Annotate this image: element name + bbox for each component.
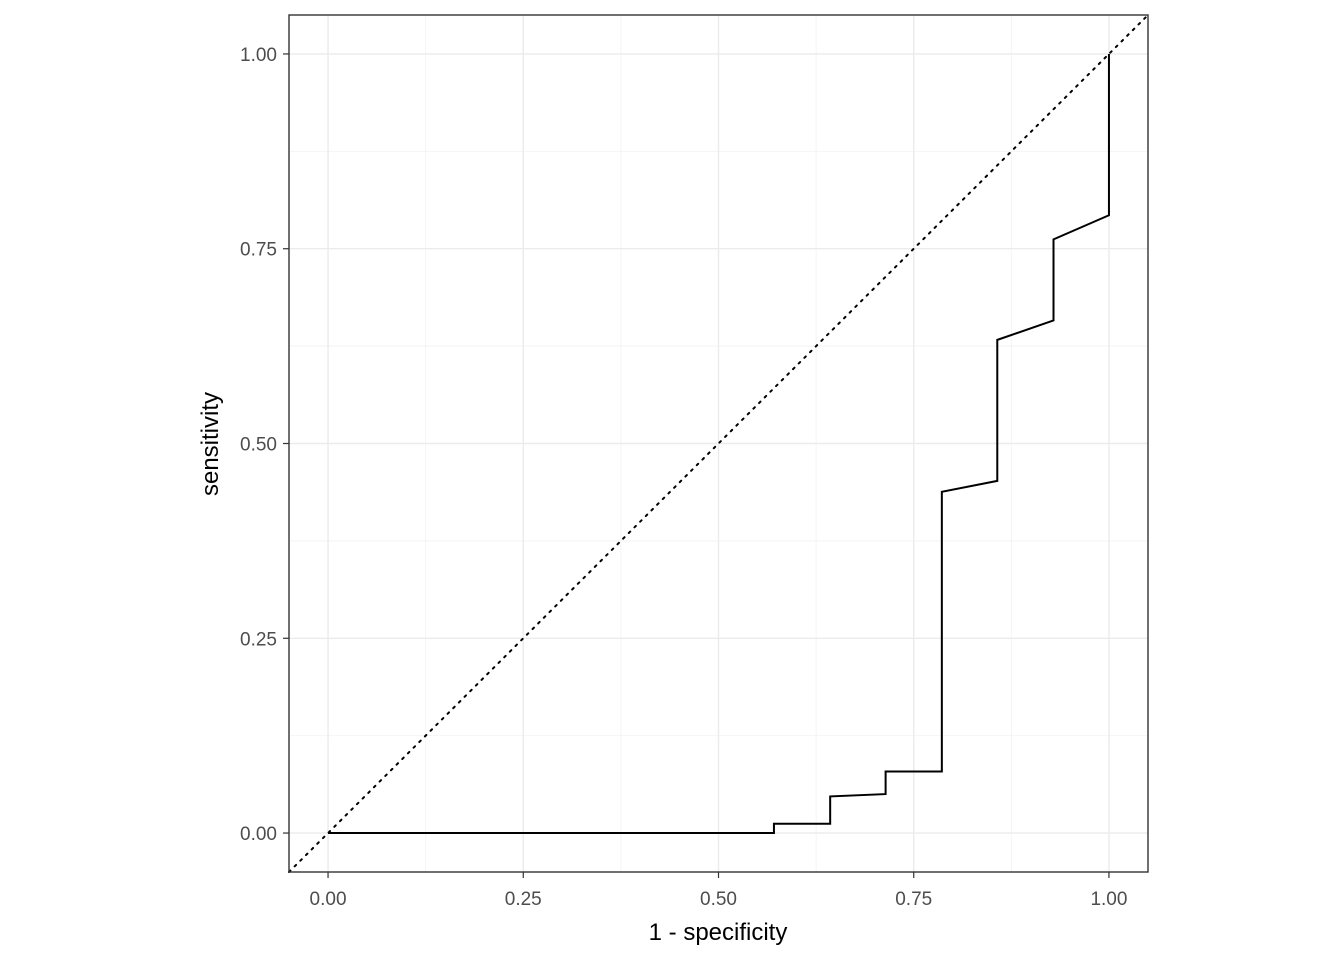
panel-border [288, 14, 1149, 873]
x-tick-label: 0.50 [700, 889, 737, 910]
y-tick-label: 0.25 [240, 629, 277, 650]
axis-ticks [283, 53, 1110, 878]
y-tick-label: 0.00 [240, 824, 277, 845]
x-axis-title: 1 - specificity [649, 919, 788, 946]
reference-diagonal [288, 14, 1149, 873]
y-axis-tick-labels: 0.00 0.25 0.50 0.75 1.00 [240, 45, 277, 845]
x-tick-label: 0.00 [310, 889, 347, 910]
y-tick-label: 0.50 [240, 435, 277, 456]
y-tick-label: 1.00 [240, 45, 277, 66]
x-axis-tick-labels: 0.00 0.25 0.50 0.75 1.00 [310, 889, 1128, 910]
x-tick-label: 0.25 [505, 889, 542, 910]
roc-curve [328, 53, 1110, 835]
y-tick-label: 0.75 [240, 240, 277, 261]
x-tick-label: 1.00 [1090, 889, 1127, 910]
y-axis-title: sensitivity [197, 392, 224, 496]
x-tick-label: 0.75 [895, 889, 932, 910]
